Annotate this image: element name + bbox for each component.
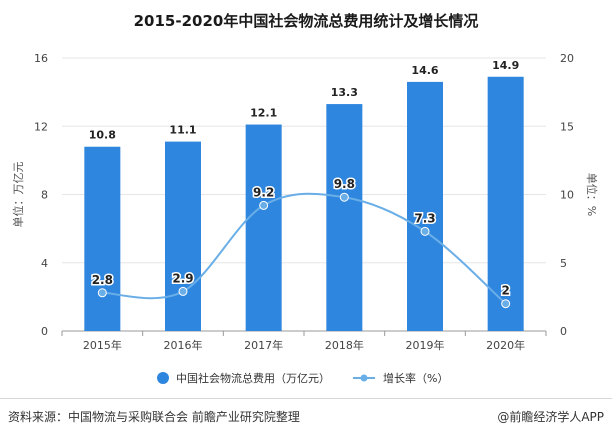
legend-bar-label: 中国社会物流总费用（万亿元） — [176, 371, 330, 385]
x-tick-label: 2016年 — [164, 338, 203, 352]
source-note: 资料来源：中国物流与采购联合会 前瞻产业研究院整理 — [8, 410, 300, 424]
bar — [487, 76, 524, 331]
bar-value-label: 14.6 — [411, 64, 438, 77]
y-left-tick-label: 4 — [41, 257, 48, 270]
chart-title: 2015-2020年中国社会物流总费用统计及增长情况 — [133, 12, 479, 30]
y-right-tick-label: 10 — [560, 189, 574, 202]
bar — [165, 141, 201, 331]
line-point — [339, 192, 349, 202]
axes: 0 4 8 12 16 0 5 10 15 20 单位：万亿元 单位：% 2015年 2016年 2017年… — [11, 52, 599, 352]
line-point — [178, 286, 188, 296]
bar-value-label: 14.9 — [492, 59, 519, 72]
y-right-tick-label: 20 — [560, 52, 574, 65]
x-tick-label: 2019年 — [406, 338, 445, 352]
legend-line-label: 增长率（%） — [383, 371, 448, 385]
bar-value-label: 12.1 — [250, 107, 277, 120]
data-labels: 10.8 11.1 12.1 13.3 14.6 14.9 2.8 2.9 9.2 9.8 7.3 2 — [89, 59, 519, 299]
y-left-tick-label: 0 — [41, 325, 48, 338]
legend[interactable]: 中国社会物流总费用（万亿元） 增长率（%） — [157, 371, 448, 385]
y-right-axis-title: 单位：% — [585, 173, 599, 216]
legend-line-dot — [360, 374, 368, 382]
line-point — [97, 288, 107, 298]
y-right-tick-label: 0 — [560, 325, 567, 338]
bar — [407, 81, 443, 331]
bar-value-label: 13.3 — [331, 86, 358, 99]
gridlines — [62, 57, 546, 264]
chart-canvas: 0 4 8 12 16 0 5 10 15 20 单位：万亿元 单位：% 2015年 2016年 2017年… — [11, 52, 599, 385]
line-value-label: 9.2 — [253, 185, 274, 199]
x-tick-label: 2017年 — [244, 338, 283, 352]
bar — [245, 124, 282, 331]
brand-credit[interactable]: @前瞻经济学人APP — [497, 410, 604, 424]
y-left-tick-label: 16 — [34, 52, 48, 65]
line-point — [420, 226, 430, 236]
bar — [84, 146, 121, 331]
y-left-tick-label: 12 — [34, 120, 48, 133]
y-right-tick-label: 5 — [560, 257, 567, 270]
line-value-label: 2.9 — [172, 271, 193, 285]
y-left-axis-title: 单位：万亿元 — [11, 162, 25, 228]
line-value-label: 2.8 — [92, 273, 113, 287]
line-value-label: 9.8 — [334, 177, 355, 191]
x-tick-label: 2018年 — [325, 338, 364, 352]
x-tick-label: 2015年 — [83, 338, 122, 352]
x-tick-label: 2020年 — [486, 338, 525, 352]
line-value-label: 2 — [501, 284, 509, 298]
legend-bar-marker — [157, 372, 169, 384]
line-series — [97, 192, 511, 309]
y-left-tick-label: 8 — [41, 189, 48, 202]
y-right-tick-label: 15 — [560, 120, 574, 133]
growth-line — [102, 192, 507, 305]
footer: 资料来源：中国物流与采购联合会 前瞻产业研究院整理 @前瞻经济学人APP — [0, 398, 612, 434]
bar-value-label: 10.8 — [89, 129, 116, 142]
bar-value-label: 11.1 — [169, 124, 196, 137]
line-point — [259, 200, 269, 210]
bar — [326, 104, 363, 331]
line-point — [501, 299, 511, 309]
bar-series — [84, 76, 524, 331]
line-value-label: 7.3 — [414, 211, 435, 225]
